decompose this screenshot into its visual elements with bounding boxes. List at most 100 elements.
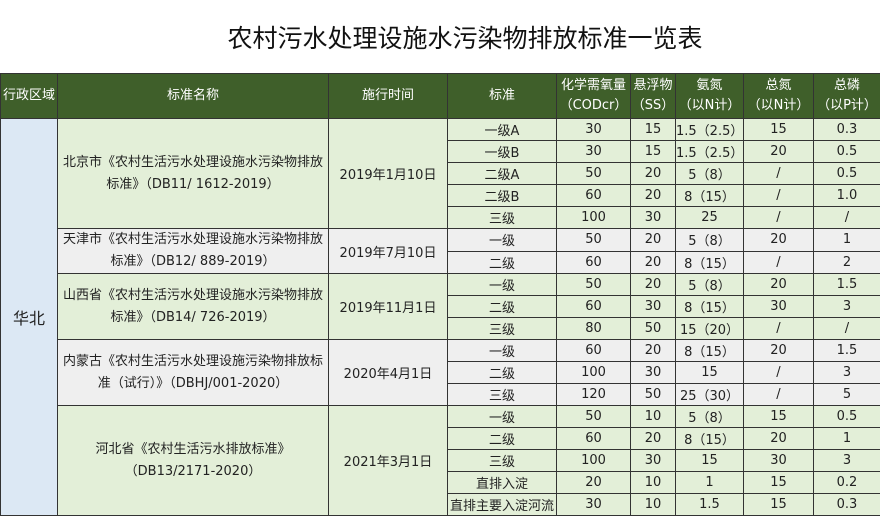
grade-cell: 三级 bbox=[447, 449, 557, 472]
value-cell: / bbox=[743, 317, 814, 340]
value-cell: 20 bbox=[630, 184, 676, 207]
value-cell: 5 bbox=[813, 383, 880, 406]
value-cell: 5（8） bbox=[675, 273, 744, 296]
value-cell: 5（8） bbox=[675, 405, 744, 428]
standard-name: 天津市《农村生活污水处理设施水污染物排放标准》（DB12/ 889-2019） bbox=[57, 228, 329, 274]
column-header: 化学需氧量 （CODcr） bbox=[556, 73, 631, 119]
value-cell: 3 bbox=[813, 449, 880, 472]
value-cell: 20 bbox=[743, 427, 814, 450]
value-cell: 30 bbox=[743, 449, 814, 472]
value-cell: / bbox=[813, 206, 880, 229]
table-row: 华北 北京市《农村生活污水处理设施水污染物排放标准》（DB11/ 1612-201… bbox=[0, 118, 880, 516]
value-cell: 1.5 bbox=[813, 339, 880, 362]
value-cell: 50 bbox=[556, 228, 631, 252]
value-cell: 1 bbox=[675, 471, 744, 494]
grade-cell: 一级 bbox=[447, 228, 557, 252]
column-header: 悬浮物 （SS） bbox=[630, 73, 676, 119]
value-cell: 15 bbox=[743, 405, 814, 428]
standards-table: 行政区域 标准名称 施行时间 标准 化学需氧量 （CODcr） 悬浮物 （SS） 氨氮 （以… bbox=[0, 73, 880, 516]
grade-cell: 三级 bbox=[447, 206, 557, 229]
value-cell: 50 bbox=[556, 405, 631, 428]
value-cell: 20 bbox=[630, 250, 676, 274]
value-cell: 1 bbox=[813, 427, 880, 450]
value-cell: / bbox=[743, 162, 814, 185]
value-cell: 15 bbox=[743, 493, 814, 516]
value-cell: 20 bbox=[630, 162, 676, 185]
effective-date: 2021年3月1日 bbox=[328, 405, 448, 516]
value-cell: / bbox=[743, 361, 814, 384]
column-header: 总氮 （以N计） bbox=[743, 73, 814, 119]
effective-date: 2019年7月10日 bbox=[328, 228, 448, 274]
value-cell: 20 bbox=[630, 273, 676, 296]
effective-date: 2020年4月1日 bbox=[328, 339, 448, 406]
value-cell: 3 bbox=[813, 361, 880, 384]
grade-cell: 二级 bbox=[447, 427, 557, 450]
value-cell: 25（30） bbox=[675, 383, 744, 406]
value-cell: 20 bbox=[630, 427, 676, 450]
value-cell: 120 bbox=[556, 383, 631, 406]
effective-date: 2019年1月10日 bbox=[328, 118, 448, 229]
value-cell: / bbox=[743, 206, 814, 229]
value-cell: 15 bbox=[675, 449, 744, 472]
value-cell: 10 bbox=[630, 493, 676, 516]
value-cell: 2 bbox=[813, 250, 880, 274]
standard-name: 内蒙古《农村生活污水处理设施污染物排放标准（试行）》（DBHJ/001-2020… bbox=[57, 339, 329, 406]
value-cell: 30 bbox=[630, 449, 676, 472]
grade-cell: 一级 bbox=[447, 273, 557, 296]
value-cell: 20 bbox=[630, 228, 676, 252]
value-cell: 60 bbox=[556, 250, 631, 274]
grade-cell: 二级B bbox=[447, 184, 557, 207]
table-row: 河北省《农村生活污水排放标准》（DB13/2171-2020） 2021年3月1日… bbox=[0, 405, 880, 516]
value-cell: 0.5 bbox=[813, 140, 880, 163]
grade-cell: 二级 bbox=[447, 361, 557, 384]
effective-date: 2019年11月1日 bbox=[328, 273, 448, 340]
value-cell: 8（15） bbox=[675, 250, 744, 274]
value-cell: / bbox=[813, 317, 880, 340]
value-cell: 0.3 bbox=[813, 118, 880, 141]
column-header: 标准 bbox=[447, 73, 557, 119]
value-cell: 30 bbox=[630, 295, 676, 318]
value-cell: 30 bbox=[556, 140, 631, 163]
value-cell: 20 bbox=[743, 228, 814, 252]
value-cell: 20 bbox=[743, 339, 814, 362]
value-cell: 15 bbox=[743, 118, 814, 141]
value-cell: 60 bbox=[556, 295, 631, 318]
value-cell: 30 bbox=[743, 295, 814, 318]
value-cell: 3 bbox=[813, 295, 880, 318]
value-cell: 1 bbox=[813, 228, 880, 252]
table-row: 山西省《农村生活污水处理设施水污染物排放标准》（DB14/ 726-2019） 2… bbox=[0, 273, 880, 340]
value-cell: 5（8） bbox=[675, 228, 744, 252]
value-cell: 20 bbox=[630, 339, 676, 362]
value-cell: / bbox=[743, 383, 814, 406]
value-cell: 60 bbox=[556, 339, 631, 362]
value-cell: 5（8） bbox=[675, 162, 744, 185]
value-cell: 30 bbox=[556, 118, 631, 141]
standard-name: 河北省《农村生活污水排放标准》（DB13/2171-2020） bbox=[57, 405, 329, 516]
grade-cell: 一级B bbox=[447, 140, 557, 163]
value-cell: 20 bbox=[743, 273, 814, 296]
value-cell: 1.5（2.5） bbox=[675, 118, 744, 141]
grade-cell: 直排入淀 bbox=[447, 471, 557, 494]
value-cell: 20 bbox=[743, 140, 814, 163]
column-header: 行政区域 bbox=[0, 73, 58, 119]
grade-cell: 三级 bbox=[447, 317, 557, 340]
value-cell: 100 bbox=[556, 206, 631, 229]
value-cell: 30 bbox=[630, 361, 676, 384]
value-cell: / bbox=[743, 184, 814, 207]
value-cell: 10 bbox=[630, 405, 676, 428]
header-row: 行政区域 标准名称 施行时间 标准 化学需氧量 （CODcr） 悬浮物 （SS） 氨氮 （以… bbox=[0, 73, 880, 119]
value-cell: 100 bbox=[556, 361, 631, 384]
value-cell: 1.5（2.5） bbox=[675, 140, 744, 163]
value-cell: 60 bbox=[556, 427, 631, 450]
column-header: 氨氮 （以N计） bbox=[675, 73, 744, 119]
value-cell: 60 bbox=[556, 184, 631, 207]
grade-cell: 一级A bbox=[447, 118, 557, 141]
value-cell: 30 bbox=[556, 493, 631, 516]
value-cell: 1.5 bbox=[813, 273, 880, 296]
grade-cell: 二级 bbox=[447, 295, 557, 318]
standard-name: 北京市《农村生活污水处理设施水污染物排放标准》（DB11/ 1612-2019） bbox=[57, 118, 329, 229]
value-cell: 8（15） bbox=[675, 427, 744, 450]
value-cell: 0.5 bbox=[813, 162, 880, 185]
value-cell: 100 bbox=[556, 449, 631, 472]
value-cell: 15 bbox=[675, 361, 744, 384]
